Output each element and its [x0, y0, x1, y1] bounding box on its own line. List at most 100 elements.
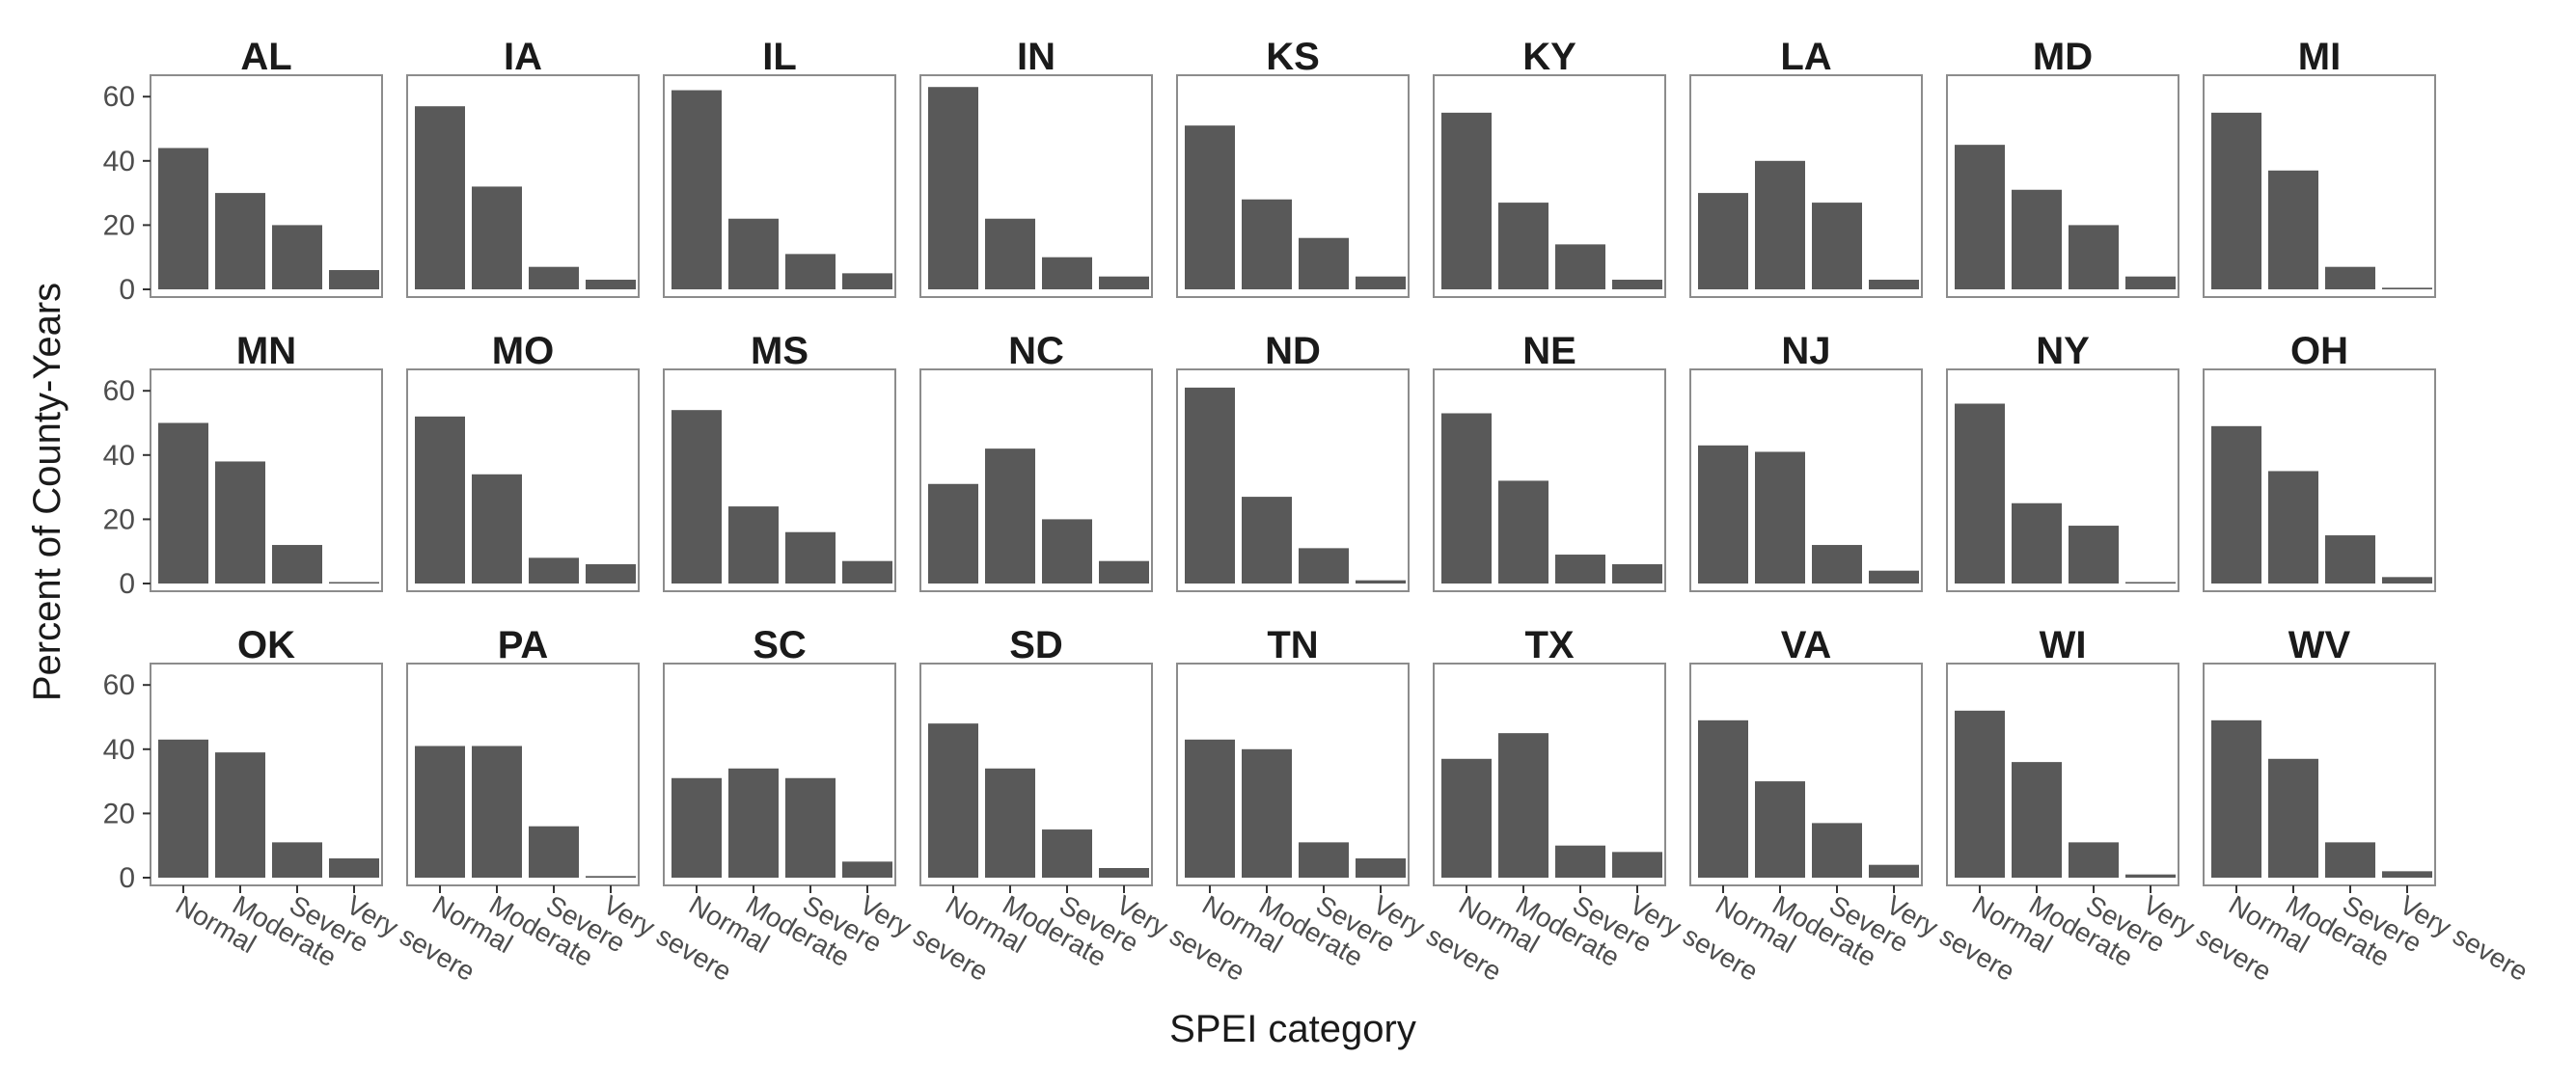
bar-very-severe: [842, 861, 892, 878]
panel-title: KS: [1266, 36, 1320, 78]
y-tick-label: 60: [103, 81, 135, 113]
y-tick-label: 20: [103, 503, 135, 535]
bar-normal: [1698, 719, 1748, 878]
bar-normal: [671, 410, 722, 584]
panel-ia: IA: [406, 36, 640, 298]
bar-severe: [1555, 244, 1605, 289]
panel-title: TN: [1267, 624, 1318, 666]
bar-severe: [529, 266, 579, 289]
panel-title: LA: [1780, 36, 1831, 78]
panel-title: MS: [751, 330, 808, 372]
y-axis-title: Percent of County-Years: [26, 283, 69, 701]
bar-moderate: [728, 506, 779, 584]
bar-severe: [2069, 842, 2119, 878]
panel-border: [1946, 368, 2179, 592]
bar-very-severe: [1356, 276, 1406, 289]
panel-title: TX: [1524, 624, 1574, 666]
bar-severe: [1042, 257, 1092, 289]
bar-severe: [1299, 237, 1349, 289]
panel-title: WI: [2040, 624, 2087, 666]
bar-normal: [2211, 112, 2261, 289]
bar-severe: [1299, 548, 1349, 584]
panel-title: MI: [2298, 36, 2341, 78]
bar-normal: [1698, 445, 1748, 584]
bar-very-severe: [1612, 852, 1662, 878]
y-tick-label: 20: [103, 209, 135, 241]
panel-title: NY: [2036, 330, 2090, 372]
panel-title: PA: [498, 624, 549, 666]
panel-border: [1433, 368, 1666, 592]
panel-title: ND: [1265, 330, 1321, 372]
panel-border: [1176, 368, 1410, 592]
panel-mn: MN 0 20 40 60: [103, 330, 383, 600]
panel-ky: KY: [1433, 36, 1666, 298]
panel-ms: MS: [663, 330, 896, 592]
bar-severe: [2069, 225, 2119, 289]
bar-normal: [158, 739, 208, 878]
bar-moderate: [1242, 748, 1292, 878]
panel-title: OH: [2290, 330, 2348, 372]
bar-moderate: [728, 218, 779, 289]
bar-very-severe: [329, 582, 379, 584]
bar-normal: [415, 106, 465, 289]
bar-moderate: [1498, 733, 1548, 878]
bar-very-severe: [1099, 560, 1149, 584]
panel-border: [1689, 368, 1923, 592]
bar-very-severe: [1356, 580, 1406, 584]
bar-moderate: [2268, 471, 2318, 584]
panel-title: MO: [492, 330, 554, 372]
bar-normal: [928, 723, 978, 878]
bar-very-severe: [329, 270, 379, 289]
bar-very-severe: [586, 876, 636, 878]
panel-border: [1433, 74, 1666, 298]
panel-title: SC: [753, 624, 807, 666]
bar-very-severe: [586, 280, 636, 289]
bar-very-severe: [2125, 276, 2176, 289]
panel-ny: NY: [1946, 330, 2179, 592]
bar-normal: [1955, 145, 2005, 289]
panel-border: [1689, 663, 1923, 886]
panel-nc: NC: [919, 330, 1153, 592]
bar-normal: [1441, 758, 1492, 878]
panel-md: MD: [1946, 36, 2179, 298]
bar-moderate: [215, 461, 265, 584]
panel-border: [406, 368, 640, 592]
panel-title: MD: [2033, 36, 2093, 78]
bar-normal: [928, 87, 978, 290]
panel-border: [663, 368, 896, 592]
y-tick-label: 60: [103, 669, 135, 701]
bar-very-severe: [1099, 276, 1149, 289]
panel-la: LA: [1689, 36, 1923, 298]
panel-border: [2203, 74, 2436, 298]
panel-oh: OH: [2203, 330, 2436, 592]
panel-title: OK: [237, 624, 295, 666]
panel-border: [2203, 663, 2436, 886]
bar-very-severe: [1356, 858, 1406, 878]
bar-moderate: [985, 218, 1035, 289]
panel-border: [150, 74, 383, 298]
bar-normal: [1955, 710, 2005, 878]
panel-mo: MO: [406, 330, 640, 592]
panel-nj: NJ: [1689, 330, 1923, 592]
bar-moderate: [2012, 502, 2062, 584]
panel-ne: NE: [1433, 330, 1666, 592]
bar-very-severe: [2382, 871, 2432, 878]
panel-title: MN: [236, 330, 296, 372]
y-tick-label: 0: [119, 274, 135, 306]
bar-severe: [785, 254, 836, 289]
panel-border: [1176, 663, 1410, 886]
panel-border: [1176, 74, 1410, 298]
bar-moderate: [2012, 762, 2062, 878]
bar-moderate: [472, 186, 522, 289]
bar-very-severe: [842, 273, 892, 289]
bar-moderate: [1755, 451, 1805, 584]
bar-very-severe: [329, 858, 379, 878]
bar-severe: [1812, 823, 1862, 878]
bar-moderate: [472, 746, 522, 878]
bar-very-severe: [1099, 868, 1149, 878]
bar-severe: [2325, 266, 2375, 289]
bar-normal: [1698, 193, 1748, 289]
bar-moderate: [1498, 480, 1548, 584]
bar-severe: [1299, 842, 1349, 878]
